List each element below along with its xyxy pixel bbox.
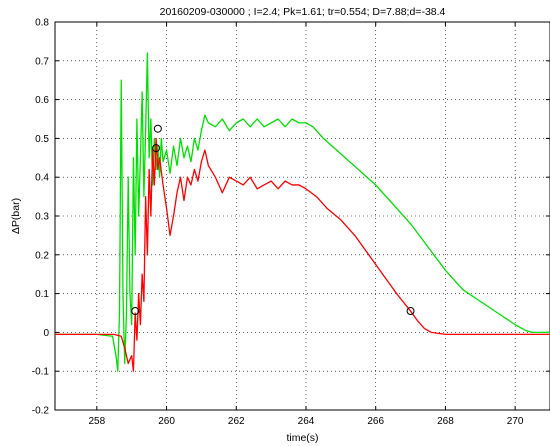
y-tick-label: 0.6 (35, 95, 49, 106)
x-tick-label: 270 (507, 416, 524, 427)
y-axis-label: ΔP(bar) (10, 198, 22, 234)
series-line-1 (55, 52, 550, 372)
x-tick-label: 262 (228, 416, 245, 427)
y-tick-label: 0 (43, 328, 49, 339)
marker-point-3 (153, 124, 162, 133)
marker-point-2 (152, 144, 161, 153)
y-tick-label: 0.8 (35, 18, 49, 29)
x-tick-label: 266 (367, 416, 384, 427)
x-tick-label: 260 (158, 416, 175, 427)
plot-area: 258 260 262 264 266 268 270 -0.2 -0.1 0 0.1 0.2 0.3 0… (32, 18, 550, 427)
chart-title: 20160209-030000 ; I=2.4; Pk=1.61; tr=0.5… (160, 6, 446, 18)
marker-point-4 (406, 307, 415, 316)
marker-point-1 (131, 307, 140, 316)
series-line-2 (55, 137, 550, 372)
y-tick-label: -0.1 (32, 367, 50, 378)
y-tick-label: 0.7 (35, 56, 49, 67)
y-tick-label: 0.2 (35, 250, 49, 261)
x-axis-label: time(s) (286, 432, 318, 444)
x-tick-label: 264 (298, 416, 315, 427)
y-tick-label: 0.3 (35, 212, 49, 223)
x-tick-label: 268 (437, 416, 454, 427)
y-tick-label: 0.5 (35, 134, 49, 145)
y-tick-label: 0.1 (35, 289, 49, 300)
y-tick-label: -0.2 (32, 406, 50, 417)
y-tick-label: 0.4 (35, 173, 49, 184)
x-tick-label: 258 (88, 416, 105, 427)
